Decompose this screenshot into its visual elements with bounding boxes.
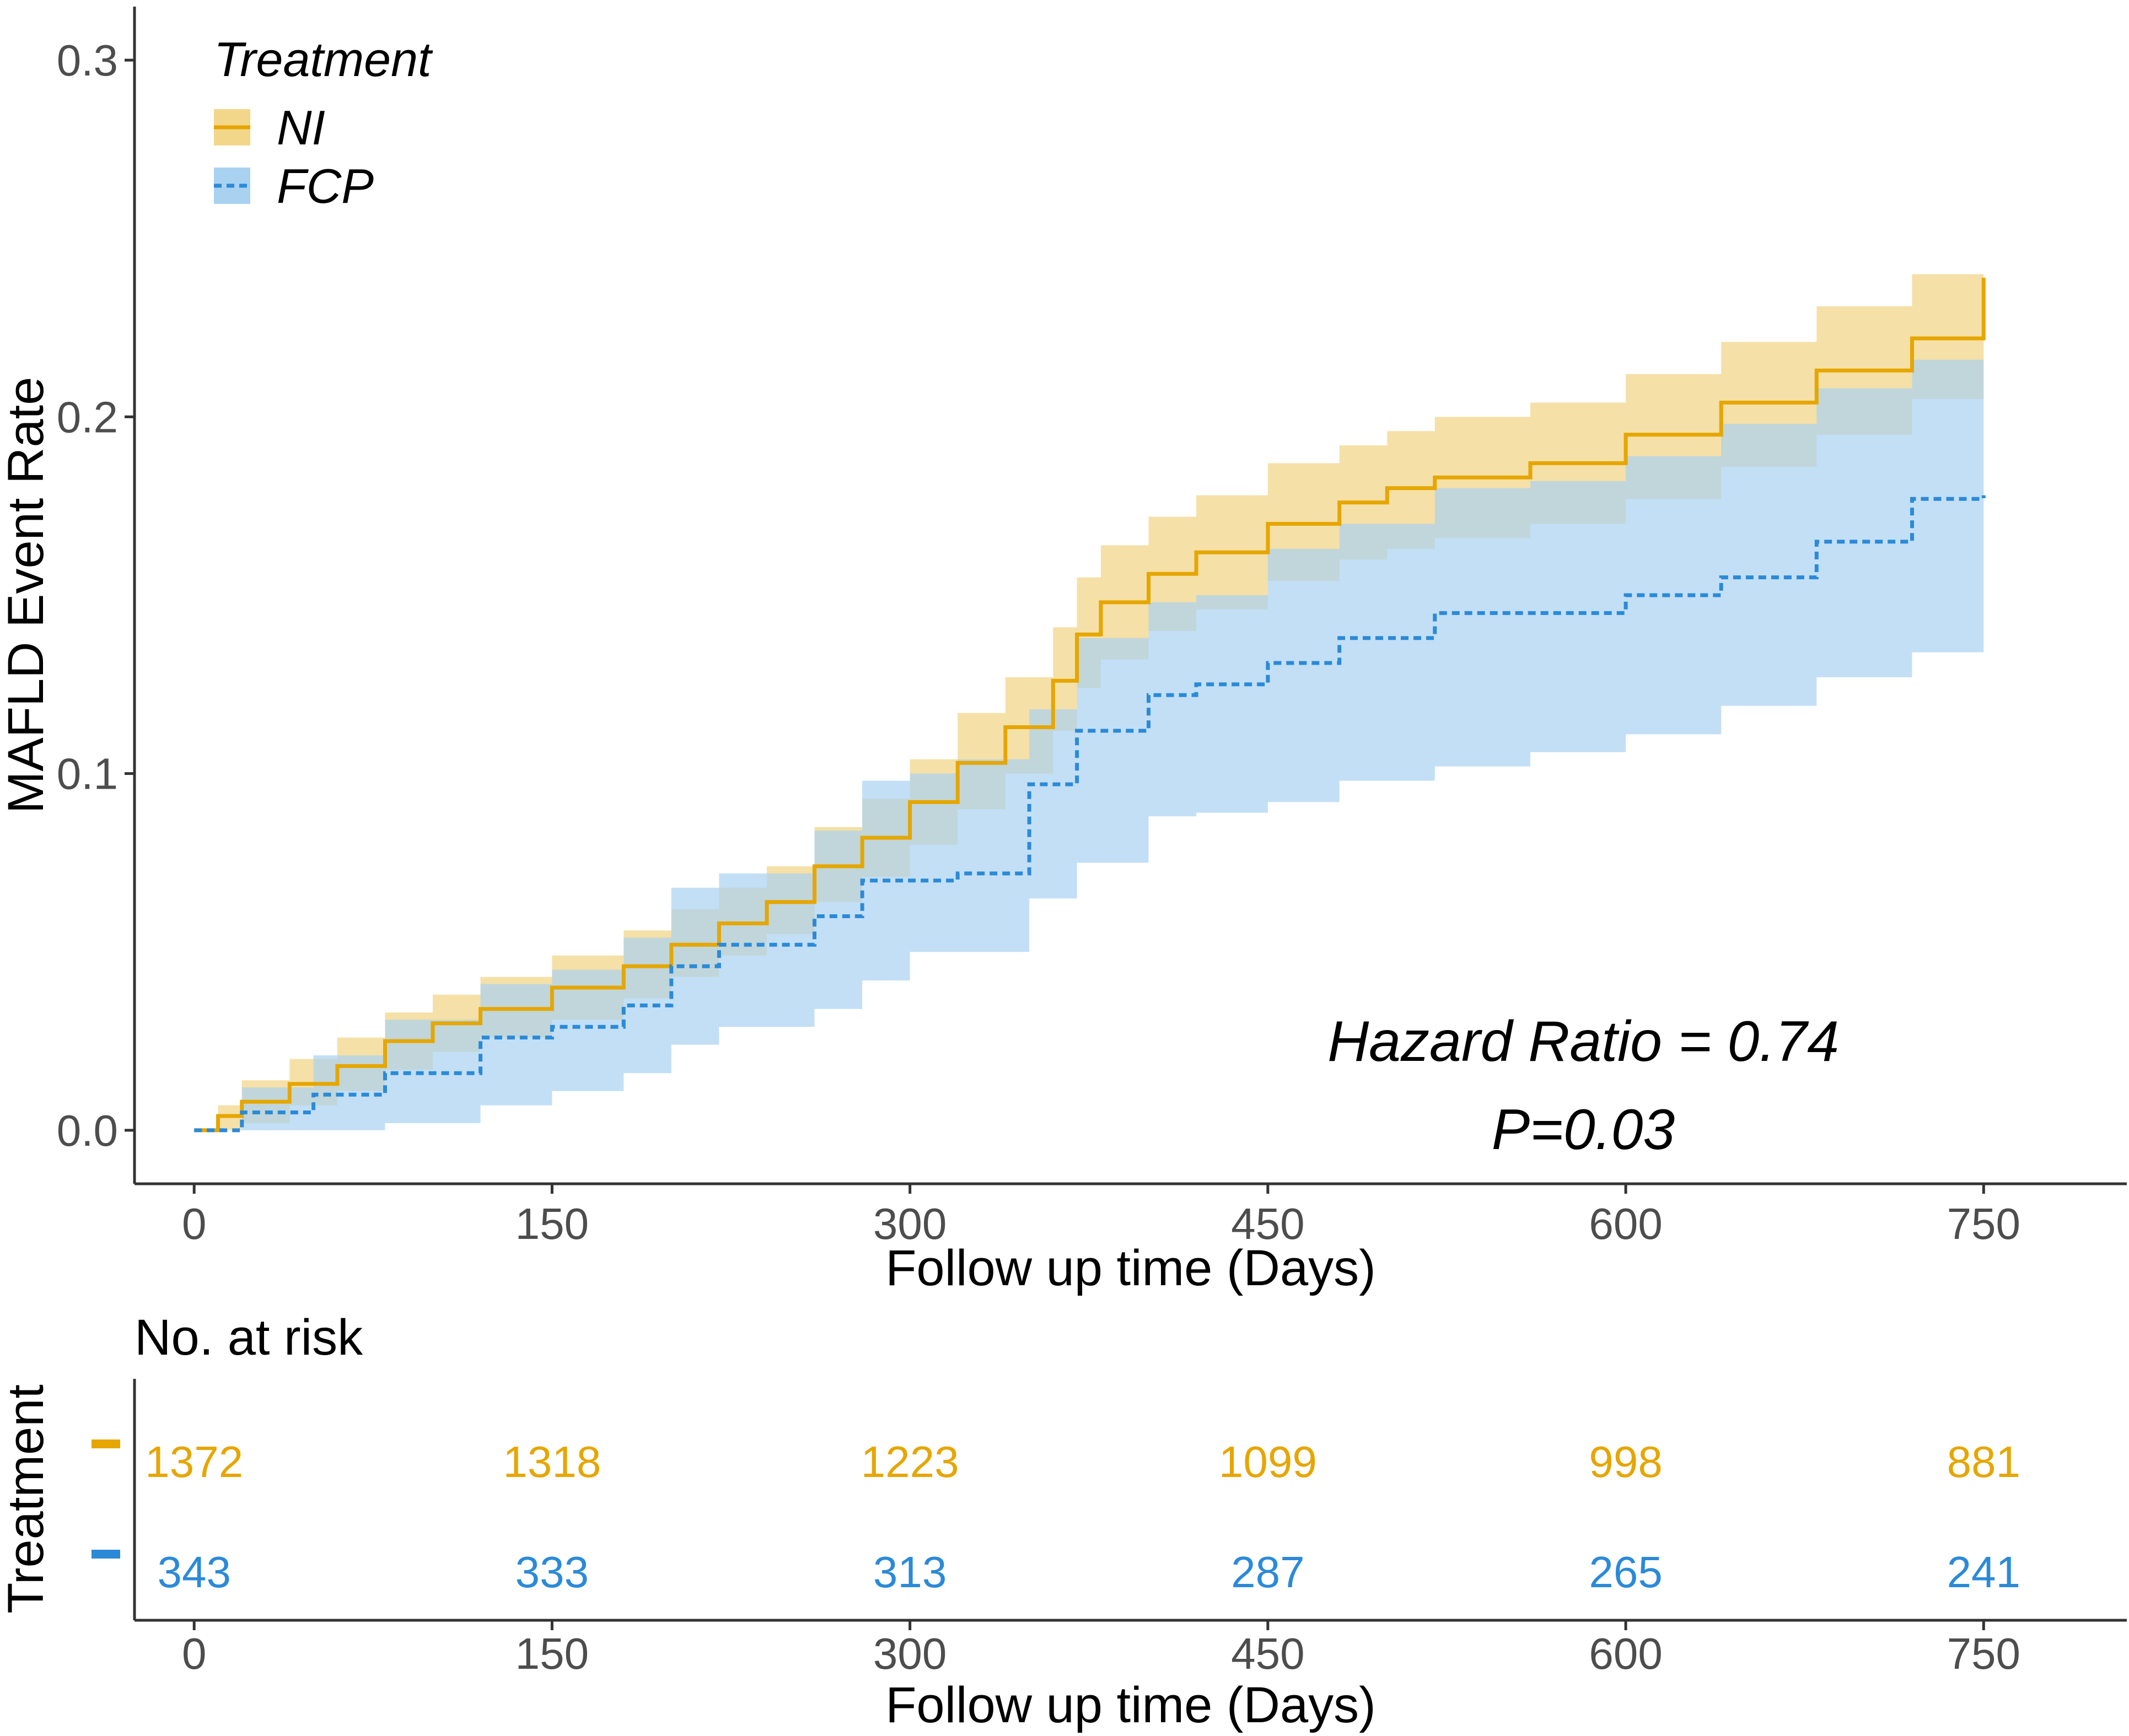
risk-count: 881 bbox=[1947, 1437, 2020, 1486]
risk-x-tick-label: 600 bbox=[1589, 1629, 1662, 1678]
risk-x-tick-label: 300 bbox=[873, 1629, 947, 1678]
risk-table-title: No. at risk bbox=[135, 1309, 363, 1366]
y-tick-label: 0.3 bbox=[57, 36, 118, 85]
risk-count: 313 bbox=[873, 1548, 947, 1597]
p-value-annotation: P=0.03 bbox=[1492, 1098, 1675, 1162]
x-axis-title: Follow up time (Days) bbox=[885, 1240, 1376, 1296]
risk-count: 1223 bbox=[861, 1437, 959, 1486]
risk-x-tick-label: 450 bbox=[1231, 1629, 1304, 1678]
risk-x-tick-label: 150 bbox=[515, 1629, 589, 1678]
y-tick-label: 0.1 bbox=[57, 750, 118, 799]
risk-x-axis-ticks: 0 150 300 450 600 750 bbox=[182, 1620, 2020, 1678]
risk-count: 998 bbox=[1589, 1437, 1662, 1486]
risk-count: 1318 bbox=[503, 1437, 601, 1486]
risk-count: 1372 bbox=[145, 1437, 243, 1486]
risk-row-fcp-key bbox=[92, 1550, 120, 1559]
y-tick-label: 0.2 bbox=[57, 392, 118, 441]
y-tick-label: 0.0 bbox=[57, 1106, 118, 1155]
confidence-bands bbox=[194, 192, 1984, 1130]
risk-count: 241 bbox=[1947, 1548, 2020, 1597]
risk-count: 343 bbox=[157, 1548, 230, 1597]
x-tick-label: 750 bbox=[1947, 1199, 2020, 1248]
risk-count: 287 bbox=[1231, 1548, 1304, 1597]
x-tick-label: 0 bbox=[182, 1199, 207, 1248]
series-line-ni bbox=[194, 277, 1986, 1133]
risk-y-axis-title: Treatment bbox=[0, 1384, 54, 1614]
risk-x-tick-label: 750 bbox=[1947, 1629, 2020, 1678]
legend-label-fcp: FCP bbox=[277, 159, 374, 213]
x-tick-label: 450 bbox=[1231, 1199, 1304, 1248]
risk-table-cells: 1372 1318 1223 1099 998 881 343 333 313 287 265 241 bbox=[145, 1437, 2020, 1597]
y-axis-ticks: 0.0 0.1 0.2 0.3 bbox=[57, 36, 135, 1155]
risk-count: 265 bbox=[1589, 1548, 1662, 1597]
ci-band-fcp bbox=[194, 352, 1984, 1130]
risk-count: 333 bbox=[515, 1548, 589, 1597]
risk-count: 1099 bbox=[1219, 1437, 1317, 1486]
series-line-fcp bbox=[194, 495, 1986, 1133]
risk-x-axis-title: Follow up time (Days) bbox=[885, 1677, 1376, 1733]
legend-label-ni: NI bbox=[277, 100, 325, 155]
x-axis-ticks: 0 150 300 450 600 750 bbox=[182, 1184, 2020, 1248]
main-plot: 0 150 300 450 600 750 0.0 0.1 0.2 0.3 Follow up … bbox=[0, 7, 2127, 1296]
legend-title: Treatment bbox=[214, 32, 433, 87]
y-axis-title: MAFLD Event Rate bbox=[0, 377, 54, 814]
risk-x-tick-label: 0 bbox=[182, 1629, 207, 1678]
x-tick-label: 300 bbox=[873, 1199, 947, 1248]
x-tick-label: 600 bbox=[1589, 1199, 1662, 1248]
risk-row-ni-key bbox=[92, 1440, 120, 1448]
survival-lines bbox=[194, 277, 1986, 1133]
legend: Treatment NI FCP bbox=[214, 32, 433, 213]
risk-table: No. at risk Treatment 1372 1318 1223 1099 99… bbox=[0, 1309, 2127, 1733]
x-tick-label: 150 bbox=[515, 1199, 589, 1248]
hazard-ratio-annotation: Hazard Ratio = 0.74 bbox=[1327, 1010, 1839, 1074]
